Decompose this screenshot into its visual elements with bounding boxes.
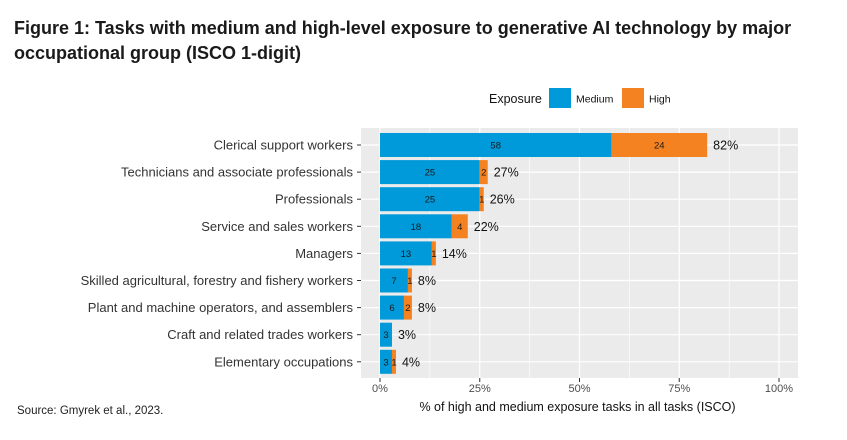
legend-medium-swatch [549,88,571,108]
bar-high-label: 24 [654,141,665,152]
bar-high-label: 1 [391,357,396,368]
bar-high [611,133,708,157]
bar-total-label: 27% [494,166,519,180]
bar-medium [380,268,408,293]
x-tick-label: 50% [568,383,590,395]
bar-high-label: 1 [479,195,484,206]
bar-total-label: 22% [474,220,499,234]
bar-high-label: 2 [481,168,486,179]
y-tick-label: Clerical support workers [214,138,354,153]
x-tick-label: 25% [469,383,491,395]
bar-medium-label: 6 [389,303,394,314]
bar-total-label: 14% [442,247,467,261]
x-tick-label: 75% [668,383,690,395]
bar-medium-label: 3 [383,357,388,368]
x-tick-label: 100% [765,383,793,395]
bar-medium [380,160,480,185]
bar-medium-label: 18 [411,222,422,233]
x-axis-labels: 0% 25% 50% 75% 100% [372,378,793,395]
bar-medium [380,322,392,347]
source-note: Source: Gmyrek et al., 2023. [17,405,164,417]
y-tick-label: Professionals [275,192,354,207]
x-axis-title: % of high and medium exposure tasks in a… [419,400,735,414]
legend-title: Exposure [489,92,542,106]
bars: 58 24 82%25 2 27%25 1 26%18 4 22%13 1 14%7 1 8%6 2 8%3… [380,133,738,374]
bar-high [479,160,488,185]
bar-total-label: 8% [418,301,436,315]
x-tick-label: 0% [372,383,388,395]
bar-medium [380,295,404,320]
bar-high [479,187,484,212]
bar-medium [380,133,612,157]
bar-medium-label: 7 [391,276,396,287]
bar-medium [380,241,432,266]
bar-medium-label: 58 [490,141,501,152]
y-tick-label: Skilled agricultural, forestry and fishe… [81,273,354,288]
bar-high [407,268,412,293]
y-axis-labels: Clerical support workers Technicians and … [81,138,361,369]
y-tick-label: Plant and machine operators, and assembl… [88,300,354,315]
y-tick-label: Technicians and associate professionals [121,165,353,180]
y-tick-label: Managers [295,246,353,261]
bar-medium [380,349,392,374]
bar-high [391,349,396,374]
legend-medium-label: Medium [576,94,614,106]
bar-high [451,214,468,239]
bar-total-label: 26% [490,193,515,207]
bar-medium-label: 13 [401,249,412,260]
bar-total-label: 8% [418,274,436,288]
bar-medium-label: 3 [383,330,388,341]
bar-high [431,241,436,266]
y-tick-label: Elementary occupations [214,354,353,369]
bar-high-label: 1 [407,276,412,287]
bar-medium-label: 25 [425,168,436,179]
legend: Exposure Medium High [489,88,671,108]
bar-high-label: 2 [405,303,410,314]
y-tick-label: Service and sales workers [201,219,353,234]
y-tick-label: Craft and related trades workers [167,327,353,342]
bar-high-label: 4 [457,222,462,233]
bar-medium [380,187,480,212]
bar-medium [380,214,452,239]
chart-title: Figure 1: Tasks with medium and high-lev… [14,18,792,63]
bar-medium-label: 25 [425,195,436,206]
bar-total-label: 3% [398,328,416,342]
bar-total-label: 82% [713,139,738,153]
bar-total-label: 4% [402,355,420,369]
legend-high-label: High [649,94,671,106]
bar-high-label: 1 [431,249,436,260]
legend-high-swatch [622,88,644,108]
bar-high [403,295,412,320]
